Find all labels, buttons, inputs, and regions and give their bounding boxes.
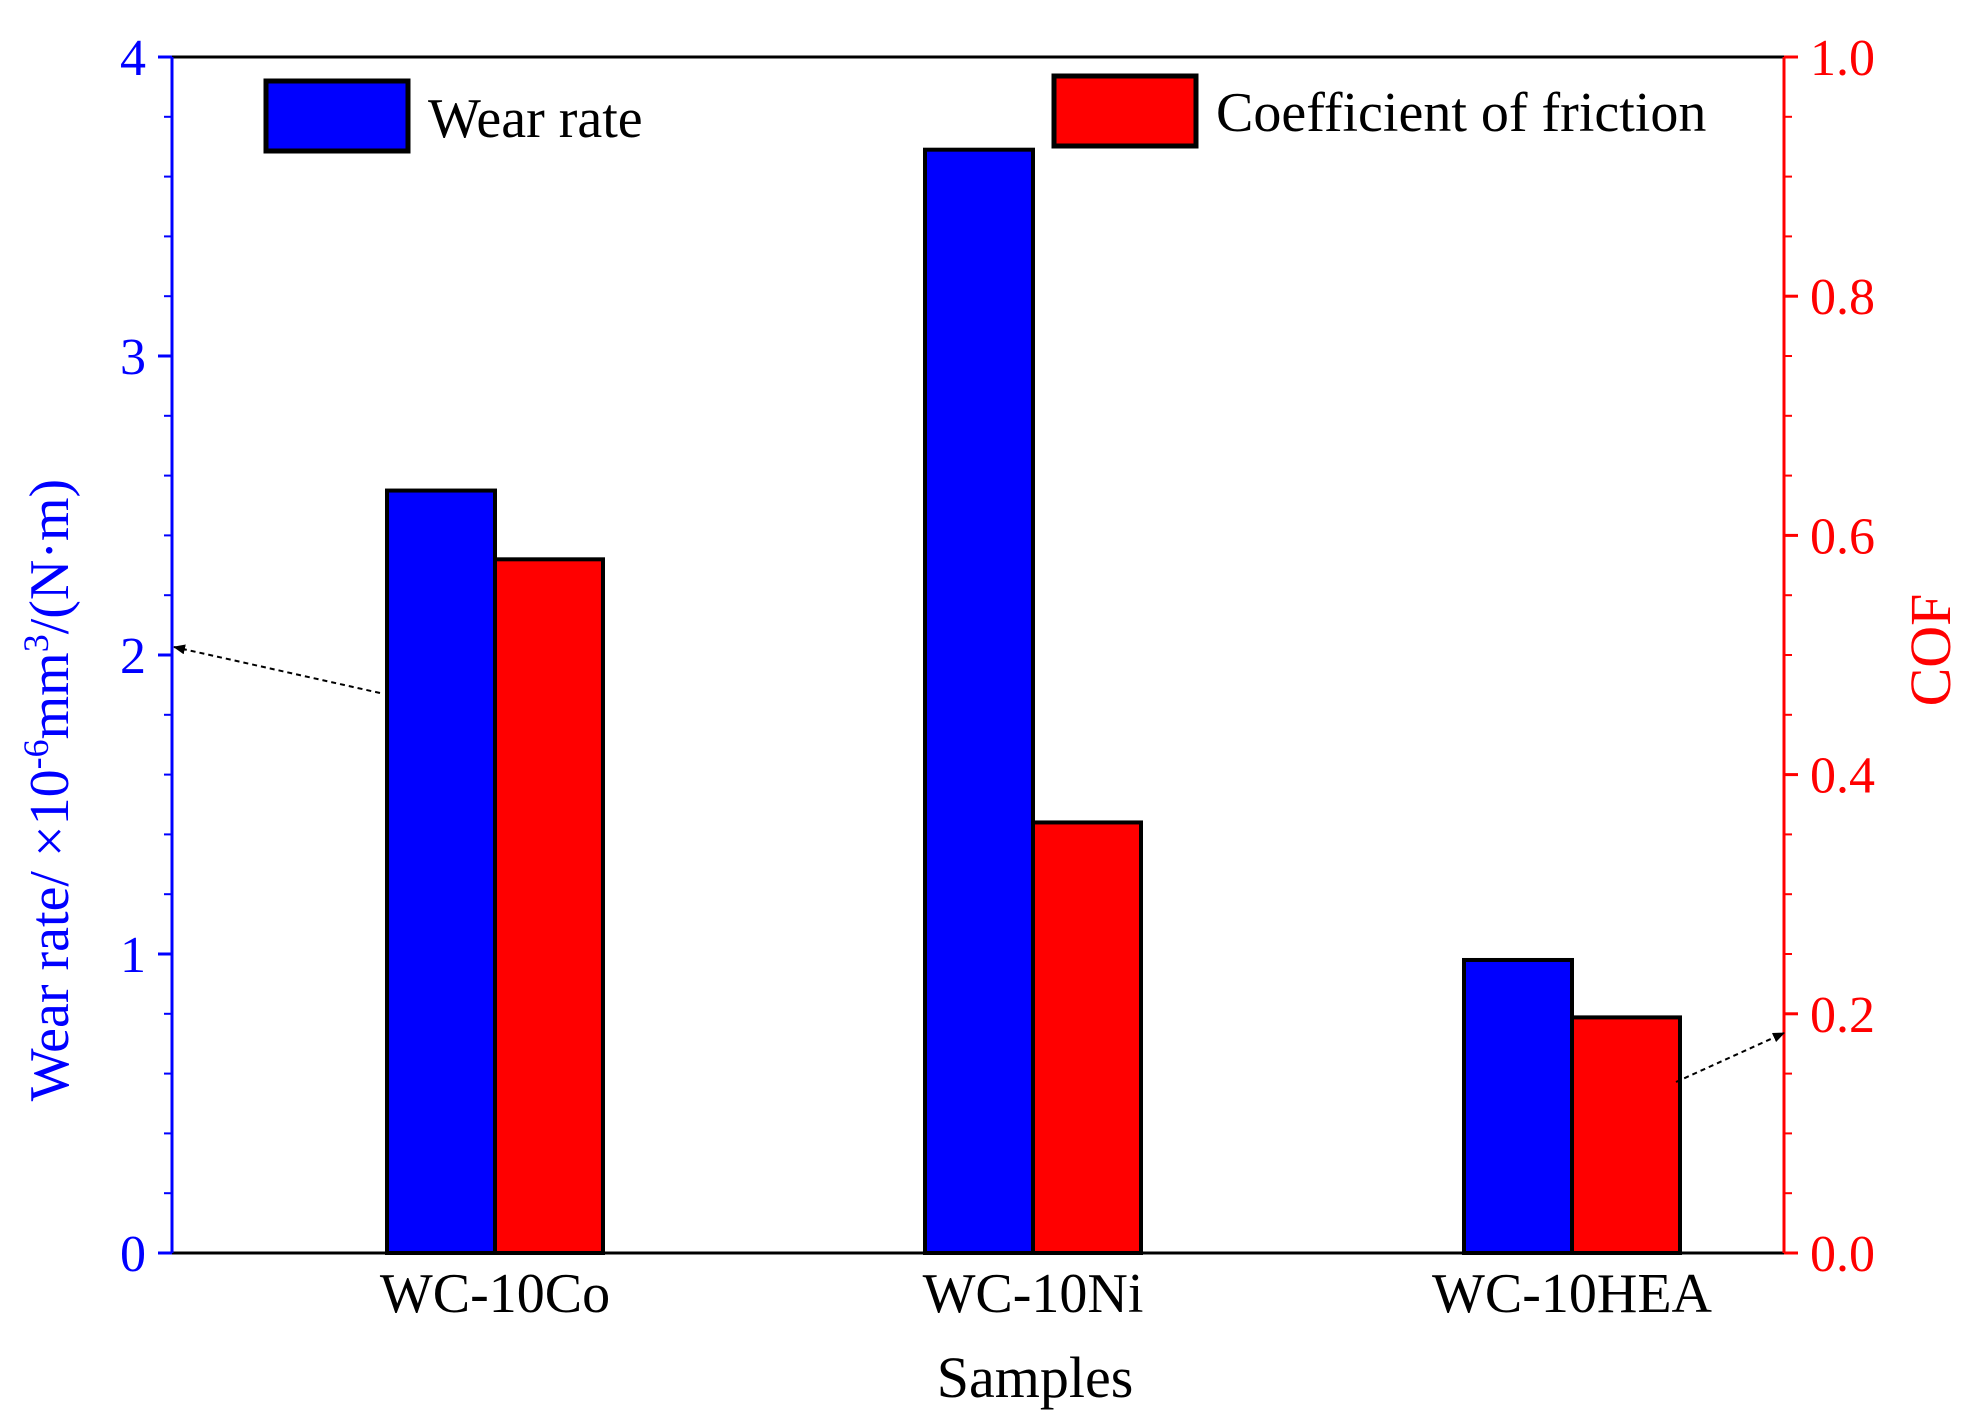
left-axis-title: Wear rate/ ×10-6mm3/(N·m) bbox=[16, 479, 81, 1101]
legend-swatch-wear-rate bbox=[263, 78, 411, 154]
left-axis-title-exp1: -6 bbox=[16, 739, 56, 769]
x-tick-label-wc-10hea: WC-10HEA bbox=[1432, 1263, 1713, 1325]
right-tick-label: 1.0 bbox=[1810, 30, 1875, 87]
left-tick-label: 4 bbox=[120, 30, 146, 87]
legend-label-cof: Coefficient of friction bbox=[1216, 82, 1706, 144]
legend-label-wear-rate: Wear rate bbox=[428, 88, 643, 150]
wear-rate-bar-wc-10ni bbox=[923, 147, 1035, 1256]
left-axis-title-prefix: Wear rate/ ×10 bbox=[19, 769, 81, 1101]
right-axis-title-group: COF bbox=[1898, 594, 1963, 707]
left-axis-title-suffix: /(N·m) bbox=[19, 479, 81, 635]
right-tick-label: 0.2 bbox=[1810, 987, 1875, 1044]
left-tick-label: 1 bbox=[120, 927, 146, 984]
wear-rate-bar-wc-10co bbox=[385, 488, 497, 1255]
left-axis-title-unit: mm bbox=[19, 652, 81, 739]
left-axis-title-exp2: 3 bbox=[16, 634, 56, 652]
right-tick-label: 0.4 bbox=[1810, 748, 1875, 805]
cof-bar-wc-10co bbox=[493, 557, 605, 1255]
left-axis-title-group: Wear rate/ ×10-6mm3/(N·m) bbox=[16, 479, 81, 1101]
bars-group bbox=[385, 147, 1682, 1256]
wear-rate-bar-wc-10hea bbox=[1462, 957, 1574, 1255]
left-tick-label: 0 bbox=[120, 1226, 146, 1283]
right-axis-title: COF bbox=[1898, 594, 1963, 707]
x-tick-label-wc-10co: WC-10Co bbox=[380, 1263, 610, 1325]
cof-bar-wc-10ni bbox=[1031, 820, 1143, 1255]
left-tick-label: 3 bbox=[120, 329, 146, 386]
right-tick-label: 0.8 bbox=[1810, 269, 1875, 326]
legend-group: Wear rate Coefficient of friction bbox=[263, 73, 1706, 154]
right-tick-label: 0.6 bbox=[1810, 508, 1875, 565]
x-axis-title: Samples bbox=[937, 1345, 1134, 1410]
x-tick-label-wc-10ni: WC-10Ni bbox=[923, 1263, 1144, 1325]
legend-swatch-cof bbox=[1051, 73, 1199, 149]
cof-axis-arrow bbox=[1675, 1032, 1785, 1083]
axes-group: 0 1 2 3 4 0.0 0.2 0.4 0.6 0.8 1.0 WC-10Co WC-10Ni WC-… bbox=[120, 30, 1875, 1325]
left-tick-label: 2 bbox=[120, 628, 146, 685]
cof-bar-wc-10hea bbox=[1570, 1015, 1682, 1255]
wear-rate-axis-arrow bbox=[173, 644, 381, 694]
right-tick-label: 0.0 bbox=[1810, 1226, 1875, 1283]
